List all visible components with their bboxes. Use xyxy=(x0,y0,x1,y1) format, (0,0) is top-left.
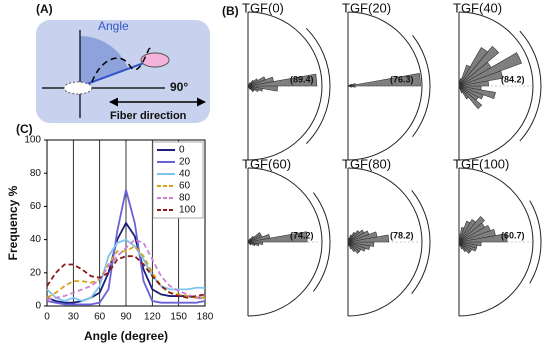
rose-wedge xyxy=(247,238,251,243)
panel-label: (C) xyxy=(16,122,33,136)
rose-wedge xyxy=(458,227,465,243)
rose-wedge xyxy=(458,85,483,110)
rose-wedge xyxy=(458,234,461,243)
spread-arc xyxy=(529,200,542,284)
axis-label: 90° xyxy=(170,80,188,94)
x-tick-label: 0 xyxy=(44,312,50,323)
spread-arc xyxy=(519,30,542,142)
series-line xyxy=(46,189,206,306)
legend-label: 80 xyxy=(179,193,191,204)
rose-wedge xyxy=(347,238,350,243)
spread-label: (74.2) xyxy=(290,230,314,240)
panel-label: (B) xyxy=(222,4,239,18)
y-tick-label: 100 xyxy=(24,135,41,146)
panel-a: (A) Angle 90° Fiber direction xyxy=(36,2,210,123)
x-axis-label: Angle (degree) xyxy=(84,329,168,343)
legend-label: 0 xyxy=(179,145,185,156)
spread-label: (89.4) xyxy=(290,74,314,84)
legend-label: 20 xyxy=(179,157,191,168)
spread-label: (60.7) xyxy=(501,230,525,240)
rose-wedge xyxy=(347,231,356,243)
cell xyxy=(63,81,93,95)
angle-wedge xyxy=(80,36,128,88)
rose-wedge xyxy=(458,216,485,243)
rose-wedge xyxy=(458,220,471,243)
spread-arc xyxy=(412,35,431,137)
plot-frame xyxy=(46,139,206,307)
series-line xyxy=(46,238,205,302)
y-tick-label: 40 xyxy=(30,234,42,245)
spread-label: (76.3) xyxy=(390,74,414,84)
legend-label: 40 xyxy=(179,169,191,180)
angle-label: Angle xyxy=(98,19,129,33)
rose-wedge xyxy=(458,85,496,100)
series-line xyxy=(46,238,206,301)
migration-path xyxy=(91,47,151,83)
x-tick-label: 150 xyxy=(170,312,187,323)
rose-wedge xyxy=(247,82,251,87)
x-tick-label: 30 xyxy=(68,312,80,323)
rose-wedge xyxy=(458,219,477,243)
x-tick-label: 120 xyxy=(144,312,161,323)
y-axis-label: Frequency % xyxy=(6,185,20,260)
legend-label: 100 xyxy=(179,205,196,216)
rose-wedge xyxy=(347,230,360,243)
fiber-line xyxy=(75,59,153,89)
rose-wedge xyxy=(347,73,421,87)
direction-label: Fiber direction xyxy=(110,110,187,122)
spread-arc xyxy=(305,27,331,145)
x-tick-label: 180 xyxy=(197,312,214,323)
rose-wedge xyxy=(458,64,471,87)
x-tick-label: 60 xyxy=(94,312,106,323)
spread-arc xyxy=(411,189,431,295)
rose-wedge xyxy=(347,83,352,87)
chart-title: TGF(60) xyxy=(242,156,291,171)
chart-title: TGF(40) xyxy=(453,0,502,15)
rose-wedge xyxy=(458,47,488,87)
chart-title: TGF(80) xyxy=(342,156,391,171)
legend-label: 60 xyxy=(179,181,191,192)
spread-label: (78.2) xyxy=(390,230,414,240)
series-line xyxy=(46,255,206,299)
legend-box xyxy=(152,141,204,219)
series-line xyxy=(46,245,205,299)
chart-title: TGF(20) xyxy=(342,0,391,15)
y-tick-label: 60 xyxy=(30,201,42,212)
y-tick-label: 80 xyxy=(30,168,42,179)
rose-wedge xyxy=(458,45,500,87)
chart-title: TGF(100) xyxy=(453,156,509,171)
rose-wedge xyxy=(458,224,491,243)
rose-wedge xyxy=(458,78,462,87)
spread-arc xyxy=(313,192,331,292)
y-tick-label: 0 xyxy=(35,301,41,312)
panel-label: (A) xyxy=(36,2,53,16)
y-tick-label: 20 xyxy=(30,267,42,278)
cell xyxy=(140,52,170,68)
spread-label: (84.2) xyxy=(501,74,525,84)
rose-wedge xyxy=(458,52,522,87)
x-tick-label: 90 xyxy=(120,312,132,323)
